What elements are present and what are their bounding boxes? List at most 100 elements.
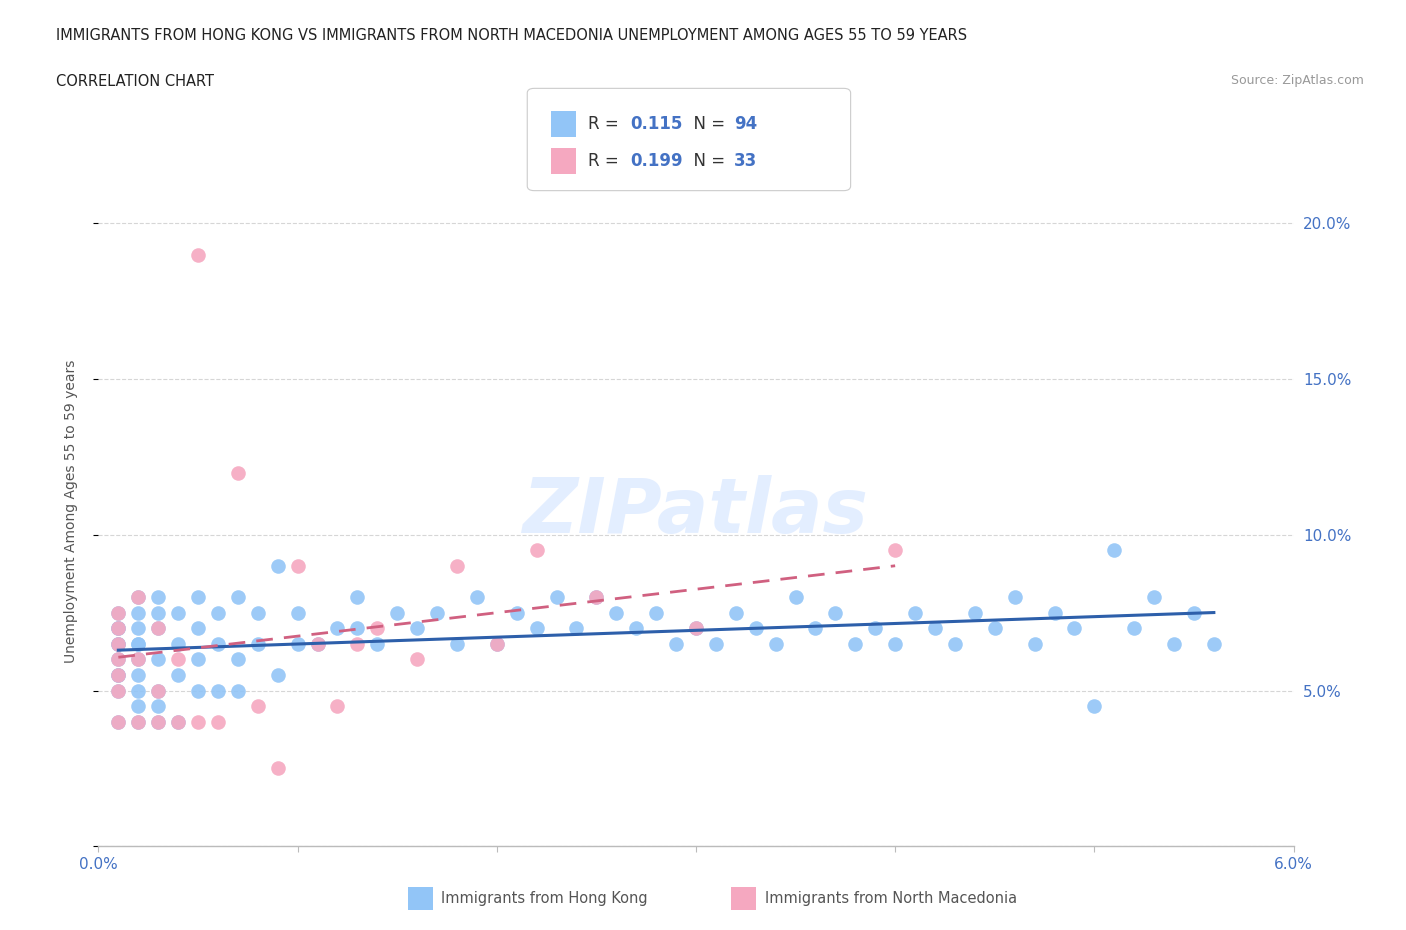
Point bbox=[148, 652, 170, 667]
Point bbox=[148, 621, 170, 636]
Text: N =: N = bbox=[683, 114, 731, 133]
Point bbox=[107, 621, 129, 636]
Y-axis label: Unemployment Among Ages 55 to 59 years: Unemployment Among Ages 55 to 59 years bbox=[63, 360, 77, 663]
Point bbox=[148, 714, 170, 729]
Text: 94: 94 bbox=[734, 114, 758, 133]
Point bbox=[1004, 590, 1026, 604]
Point bbox=[1083, 698, 1105, 713]
Point bbox=[506, 605, 529, 620]
Point bbox=[406, 652, 429, 667]
Point bbox=[127, 714, 149, 729]
Point bbox=[187, 652, 209, 667]
Point bbox=[267, 559, 290, 574]
Point bbox=[127, 652, 149, 667]
Point bbox=[207, 684, 229, 698]
Text: IMMIGRANTS FROM HONG KONG VS IMMIGRANTS FROM NORTH MACEDONIA UNEMPLOYMENT AMONG : IMMIGRANTS FROM HONG KONG VS IMMIGRANTS … bbox=[56, 28, 967, 43]
Point bbox=[605, 605, 627, 620]
Point bbox=[167, 636, 190, 651]
Point bbox=[187, 247, 209, 262]
Point bbox=[1182, 605, 1205, 620]
Point bbox=[346, 636, 368, 651]
Point bbox=[127, 698, 149, 713]
Point bbox=[127, 714, 149, 729]
Point bbox=[107, 714, 129, 729]
Point bbox=[366, 636, 388, 651]
Point bbox=[346, 621, 368, 636]
Point bbox=[1063, 621, 1085, 636]
Point bbox=[287, 605, 309, 620]
Text: CORRELATION CHART: CORRELATION CHART bbox=[56, 74, 214, 89]
Point bbox=[565, 621, 588, 636]
Point bbox=[785, 590, 807, 604]
Point bbox=[863, 621, 887, 636]
Point bbox=[526, 543, 548, 558]
Point bbox=[167, 714, 190, 729]
Point bbox=[526, 621, 548, 636]
Point bbox=[127, 668, 149, 683]
Point bbox=[207, 636, 229, 651]
Point bbox=[824, 605, 846, 620]
Point bbox=[406, 621, 429, 636]
Point bbox=[745, 621, 768, 636]
Point bbox=[267, 761, 290, 776]
Point bbox=[1163, 636, 1185, 651]
Point bbox=[246, 605, 269, 620]
Point bbox=[107, 652, 129, 667]
Text: 0.199: 0.199 bbox=[630, 152, 682, 170]
Point bbox=[246, 698, 269, 713]
Point bbox=[1024, 636, 1046, 651]
Point bbox=[148, 621, 170, 636]
Text: R =: R = bbox=[588, 114, 624, 133]
Point bbox=[107, 714, 129, 729]
Point bbox=[287, 636, 309, 651]
Point bbox=[585, 590, 607, 604]
Point bbox=[107, 668, 129, 683]
Point bbox=[585, 590, 607, 604]
Point bbox=[167, 652, 190, 667]
Point bbox=[226, 684, 249, 698]
Point bbox=[127, 684, 149, 698]
Point bbox=[107, 684, 129, 698]
Point bbox=[127, 605, 149, 620]
Point bbox=[1102, 543, 1125, 558]
Point bbox=[167, 714, 190, 729]
Point bbox=[485, 636, 508, 651]
Point bbox=[127, 590, 149, 604]
Point bbox=[626, 621, 648, 636]
Point bbox=[267, 668, 290, 683]
Point bbox=[226, 590, 249, 604]
Point bbox=[107, 636, 129, 651]
Point bbox=[385, 605, 409, 620]
Point bbox=[844, 636, 866, 651]
Point bbox=[1043, 605, 1066, 620]
Point bbox=[446, 559, 468, 574]
Point bbox=[804, 621, 827, 636]
Text: 33: 33 bbox=[734, 152, 758, 170]
Point bbox=[307, 636, 329, 651]
Point bbox=[107, 605, 129, 620]
Point bbox=[884, 636, 907, 651]
Point bbox=[465, 590, 488, 604]
Point bbox=[148, 590, 170, 604]
Text: 0.115: 0.115 bbox=[630, 114, 682, 133]
Point bbox=[127, 636, 149, 651]
Point bbox=[107, 668, 129, 683]
Point bbox=[246, 636, 269, 651]
Text: ZIPatlas: ZIPatlas bbox=[523, 474, 869, 549]
Point bbox=[127, 621, 149, 636]
Point bbox=[326, 621, 349, 636]
Point bbox=[148, 684, 170, 698]
Point bbox=[1143, 590, 1166, 604]
Point bbox=[107, 636, 129, 651]
Point bbox=[107, 605, 129, 620]
Point bbox=[187, 621, 209, 636]
Text: Immigrants from Hong Kong: Immigrants from Hong Kong bbox=[441, 891, 648, 906]
Point bbox=[107, 684, 129, 698]
Point bbox=[984, 621, 1007, 636]
Point bbox=[326, 698, 349, 713]
Point bbox=[1123, 621, 1146, 636]
Point bbox=[685, 621, 707, 636]
Text: N =: N = bbox=[683, 152, 731, 170]
Text: Immigrants from North Macedonia: Immigrants from North Macedonia bbox=[765, 891, 1017, 906]
Point bbox=[685, 621, 707, 636]
